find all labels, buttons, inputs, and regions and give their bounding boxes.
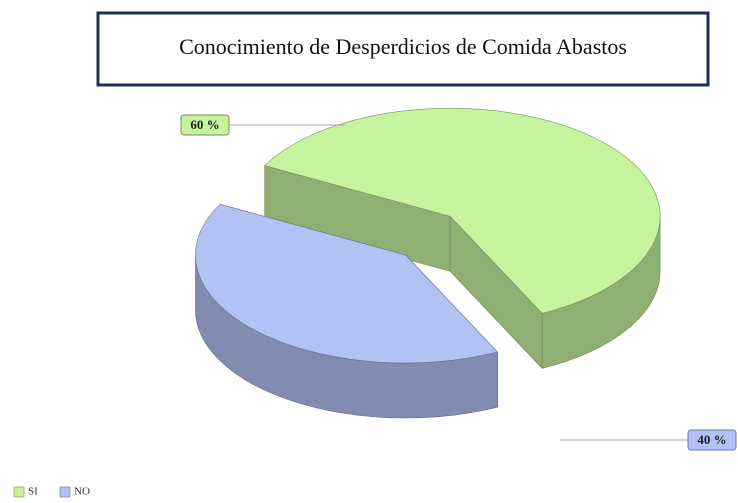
label-box — [180, 114, 230, 136]
legend-label: SI — [28, 486, 38, 498]
label-box — [687, 429, 737, 451]
chart-title: Conocimiento de Desperdicios de Comida A… — [179, 34, 627, 59]
pie-slice — [195, 203, 499, 364]
legend-swatch — [13, 486, 25, 498]
legend-swatch — [59, 486, 71, 498]
data-label: 60 % — [190, 117, 219, 132]
title-box — [96, 11, 710, 87]
legend-label: NO — [74, 486, 90, 498]
pie-slice — [264, 107, 661, 314]
data-label: 40 % — [697, 432, 726, 447]
